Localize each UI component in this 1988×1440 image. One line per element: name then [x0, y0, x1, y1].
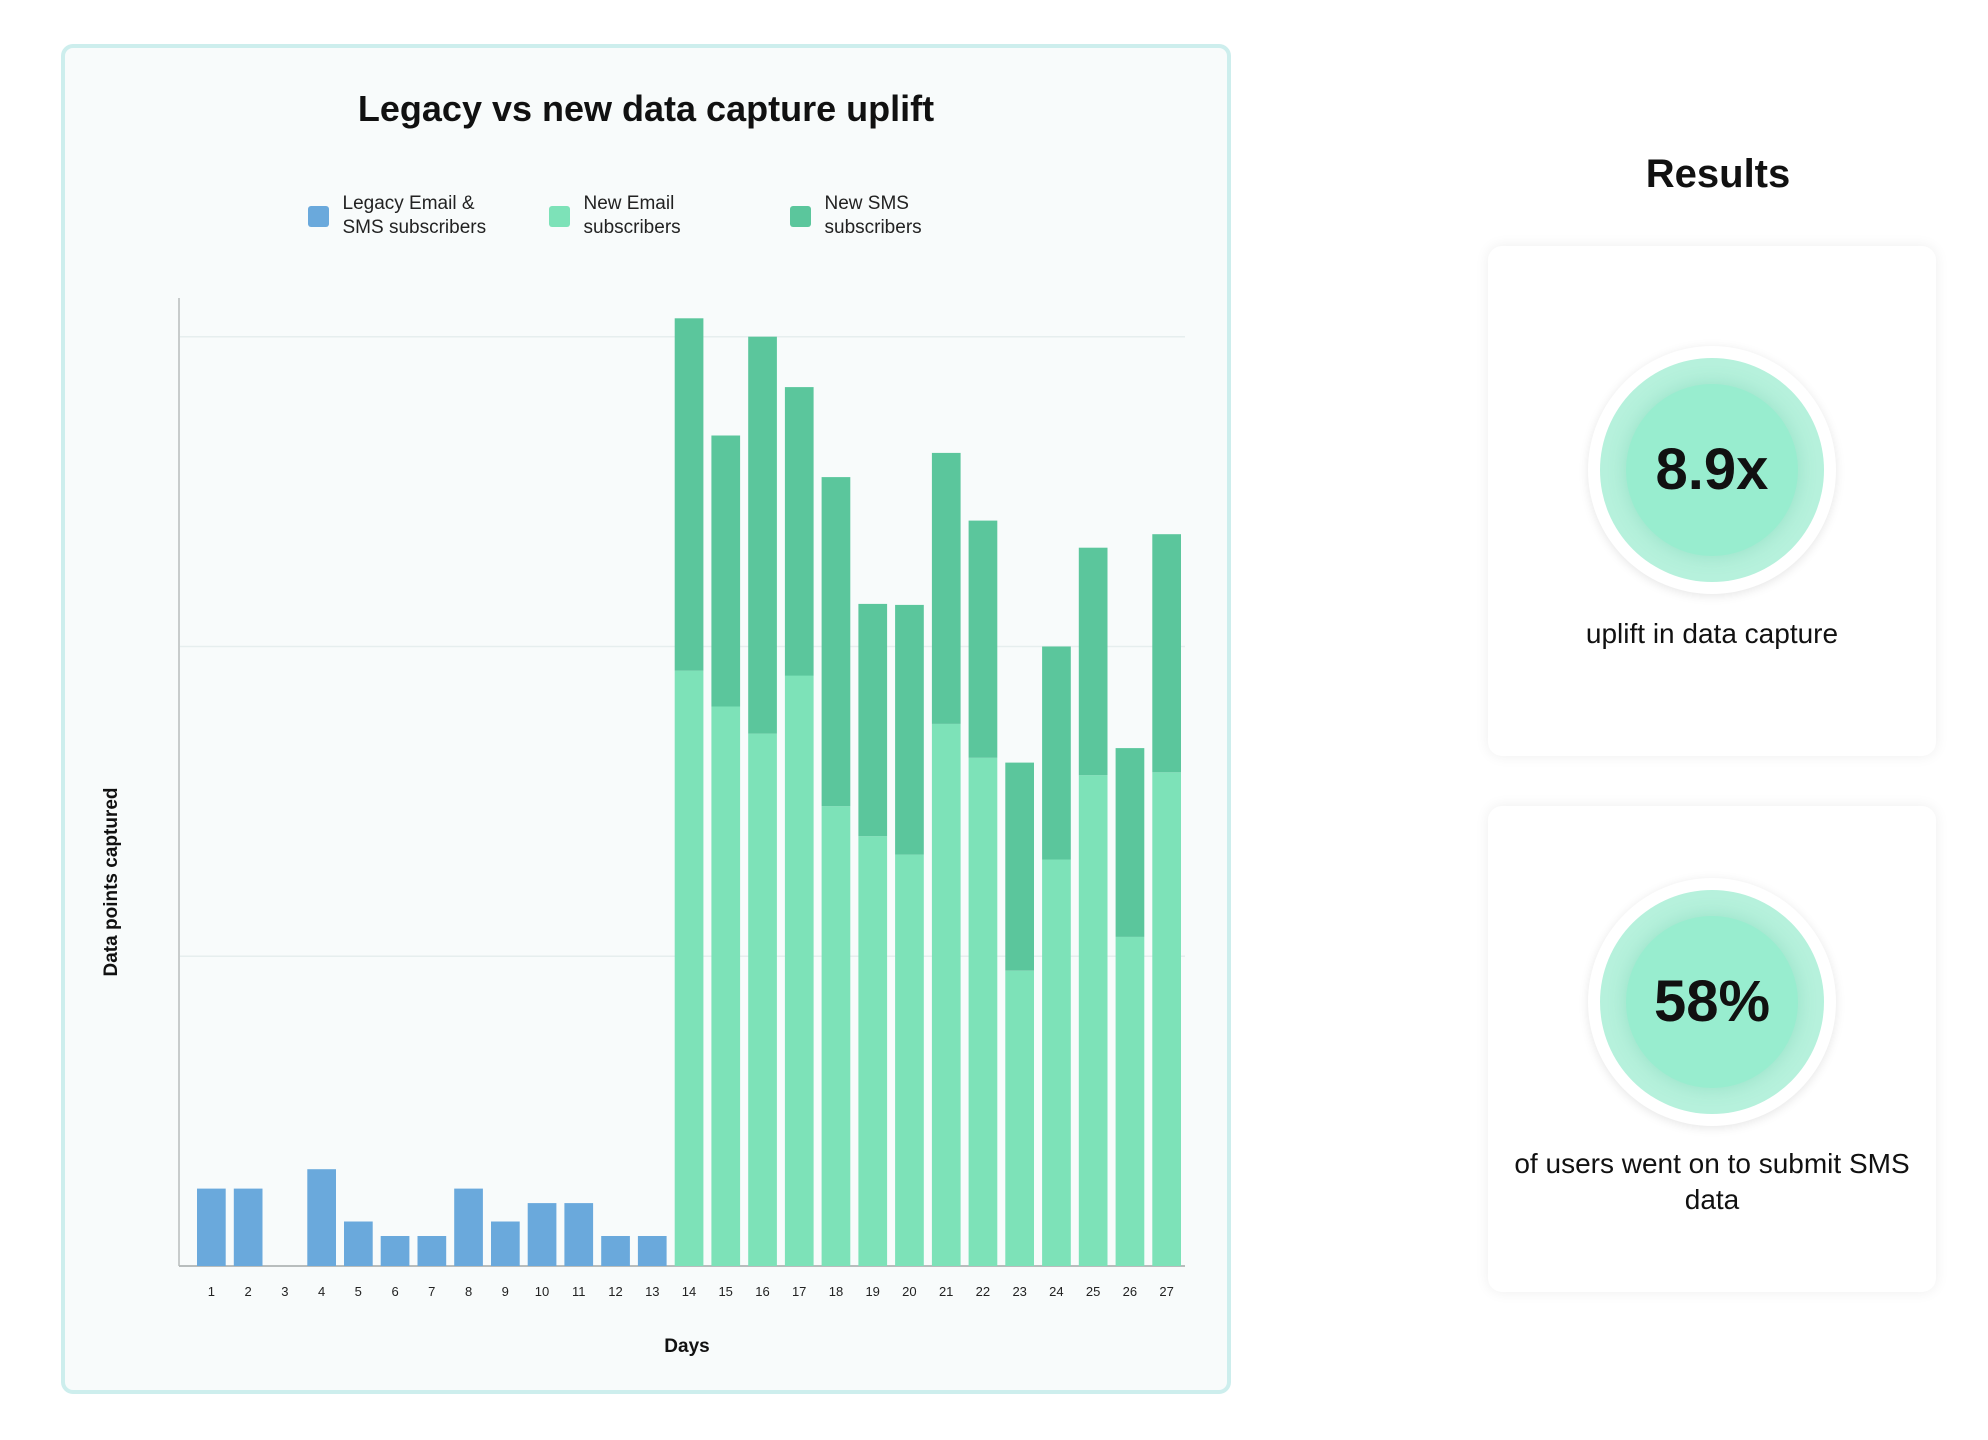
- bar-day-24-series-3: [1042, 646, 1071, 860]
- bar-day-2-series-1: [233, 1188, 263, 1266]
- legend-swatch-new-sms: [789, 205, 811, 227]
- legend-label-new-sms: New SMS subscribers: [824, 193, 922, 238]
- bar-day-27-series-2: [1152, 772, 1181, 1266]
- x-tick-label-23: 23: [1012, 1284, 1026, 1299]
- bar-day-19-series-3: [858, 603, 888, 837]
- bar-day-5-series-1: [344, 1221, 373, 1266]
- chart-legend: Legacy Email & SMS subscribers New Email…: [65, 192, 1227, 240]
- bar-day-17-series-3: [784, 387, 814, 676]
- bar-day-15-series-2: [711, 706, 741, 1266]
- x-tick-label-12: 12: [608, 1284, 622, 1299]
- bar-day-19-series-2: [858, 836, 888, 1266]
- stat-description-sms: of users went on to submit SMS data: [1514, 1148, 1910, 1215]
- x-tick-label-21: 21: [939, 1284, 953, 1299]
- bar-day-23-series-2: [1005, 970, 1034, 1266]
- x-tick-label-6: 6: [391, 1284, 398, 1299]
- x-axis-title: Days: [664, 1336, 709, 1357]
- bar-day-15-series-3: [711, 435, 741, 707]
- bar-day-27-series-3: [1152, 534, 1181, 773]
- bar-day-23-series-3: [1005, 762, 1034, 971]
- x-tick-label-1: 1: [208, 1284, 215, 1299]
- legend-label-new-email: New Email subscribers: [583, 193, 681, 238]
- stat-circle-uplift: 8.9x: [1588, 346, 1836, 594]
- bar-day-10-series-1: [527, 1203, 557, 1266]
- chart-title: Legacy vs new data capture uplift: [357, 88, 935, 129]
- bar-day-9-series-1: [491, 1221, 520, 1266]
- bar-day-13-series-1: [637, 1236, 667, 1266]
- legend-item-new-sms: New SMS subscribers: [789, 192, 985, 240]
- x-tick-label-7: 7: [428, 1284, 435, 1299]
- x-tick-label-9: 9: [502, 1284, 509, 1299]
- x-tick-label-14: 14: [682, 1284, 696, 1299]
- legend-item-new-email: New Email subscribers: [548, 192, 744, 240]
- x-tick-label-17: 17: [792, 1284, 806, 1299]
- x-tick-label-26: 26: [1123, 1284, 1137, 1299]
- x-tick-label-4: 4: [318, 1284, 325, 1299]
- x-tick-label-5: 5: [355, 1284, 362, 1299]
- legend-label-legacy: Legacy Email & SMS subscribers: [342, 193, 487, 238]
- bar-day-21-series-3: [931, 452, 961, 724]
- bar-day-25-series-2: [1078, 775, 1108, 1266]
- stat-description-uplift: uplift in data capture: [1585, 618, 1839, 649]
- bar-day-21-series-2: [931, 723, 961, 1266]
- bar-day-26-series-2: [1115, 936, 1145, 1266]
- stat-circle-sms: 58%: [1588, 878, 1836, 1126]
- legend-swatch-new-email: [548, 205, 570, 227]
- bar-day-22-series-3: [968, 520, 998, 758]
- stat-card-uplift: 8.9x uplift in data capture: [1488, 246, 1936, 756]
- x-tick-label-15: 15: [718, 1284, 732, 1299]
- x-tick-label-24: 24: [1049, 1284, 1063, 1299]
- bar-day-17-series-2: [784, 675, 814, 1266]
- chart-card: Legacy vs new data capture uplift Legacy…: [61, 44, 1231, 1394]
- bar-day-16-series-2: [748, 733, 777, 1266]
- bar-day-6-series-1: [380, 1236, 410, 1266]
- bar-day-1-series-1: [197, 1188, 226, 1266]
- x-tick-label-10: 10: [535, 1284, 549, 1299]
- x-tick-label-3: 3: [281, 1284, 288, 1299]
- x-tick-label-18: 18: [829, 1284, 843, 1299]
- x-tick-label-13: 13: [645, 1284, 659, 1299]
- results-title: Results: [1645, 152, 1791, 196]
- legend-swatch-legacy: [307, 205, 329, 227]
- bar-day-20-series-3: [895, 604, 924, 855]
- stat-value-uplift: 8.9x: [1655, 437, 1769, 502]
- bar-day-22-series-2: [968, 757, 998, 1266]
- bar-day-8-series-1: [454, 1188, 483, 1266]
- bar-chart-plot: 1 2 3 4 5 6 7 8 9 10 11 12 13 14 15 16 17 18 19 20 21 22 23 24 2…: [101, 298, 1185, 1357]
- x-tick-label-2: 2: [244, 1284, 251, 1299]
- bar-day-14-series-3: [674, 318, 704, 671]
- x-tick-label-20: 20: [902, 1284, 916, 1299]
- bar-day-14-series-2: [674, 670, 704, 1266]
- x-tick-label-8: 8: [465, 1284, 472, 1299]
- x-tick-label-16: 16: [755, 1284, 769, 1299]
- bar-day-11-series-1: [564, 1203, 594, 1266]
- x-tick-label-27: 27: [1159, 1284, 1173, 1299]
- bar-day-24-series-2: [1042, 859, 1071, 1266]
- bar-day-18-series-2: [821, 806, 851, 1266]
- bar-day-16-series-3: [748, 336, 777, 734]
- bar-day-20-series-2: [895, 854, 924, 1266]
- stat-value-sms: 58%: [1653, 969, 1771, 1034]
- x-tick-label-25: 25: [1086, 1284, 1100, 1299]
- y-axis-title: Data points captured: [101, 788, 122, 977]
- bar-day-4-series-1: [307, 1169, 336, 1266]
- bar-day-12-series-1: [601, 1236, 630, 1266]
- x-tick-label-11: 11: [572, 1284, 586, 1299]
- legend-item-legacy: Legacy Email & SMS subscribers: [307, 192, 503, 240]
- x-tick-label-22: 22: [976, 1284, 990, 1299]
- bar-day-7-series-1: [417, 1236, 447, 1266]
- bar-day-26-series-3: [1115, 748, 1145, 937]
- stat-card-sms: 58% of users went on to submit SMS data: [1488, 806, 1936, 1292]
- bar-day-25-series-3: [1078, 547, 1108, 776]
- bar-day-18-series-3: [821, 477, 851, 807]
- x-tick-label-19: 19: [865, 1284, 879, 1299]
